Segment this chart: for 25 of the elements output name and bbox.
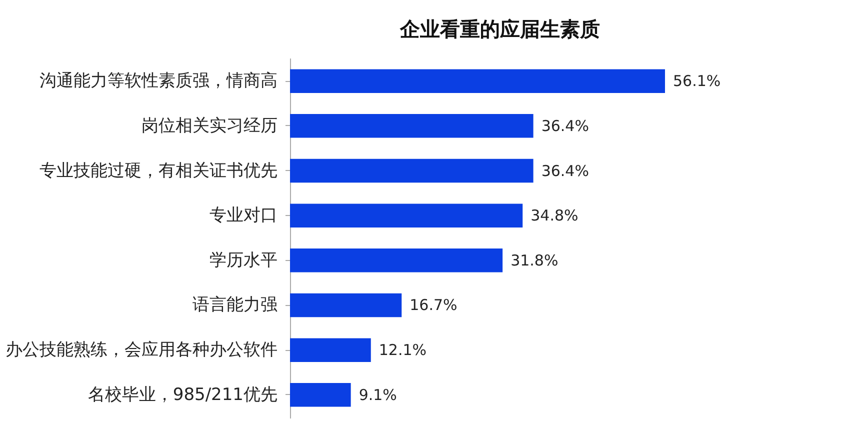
bar [290,204,523,228]
bar [290,158,534,183]
data-label: 31.8% [510,251,558,270]
data-label: 16.7% [410,296,458,314]
bar [290,114,534,138]
y-tick-label: 专业对口 [210,206,278,226]
data-label: 36.4% [541,162,589,180]
y-tick-label: 语言能力强 [192,295,278,316]
bar [290,69,665,93]
y-tick-label: 办公技能熟练，会应用各种办公软件 [6,340,278,360]
y-tick-label: 岗位相关实习经历 [142,116,278,136]
data-label: 56.1% [673,72,721,90]
y-tick-label: 学历水平 [210,250,278,270]
y-tick-label: 沟通能力等软性素质强，情商高 [40,71,278,92]
bar [290,248,503,272]
data-label: 12.1% [378,341,427,360]
y-tick-label: 名校毕业，985/211优先 [88,384,278,405]
bar [290,383,351,407]
data-label: 34.8% [530,206,578,225]
y-tick-label: 专业技能过硬，有相关证书优先 [40,160,278,181]
bar [290,293,402,318]
data-label: 9.1% [358,386,397,404]
data-label: 36.4% [541,116,589,135]
bar [290,338,371,362]
chart-title: 企业看重的应届生素质 [399,17,600,41]
